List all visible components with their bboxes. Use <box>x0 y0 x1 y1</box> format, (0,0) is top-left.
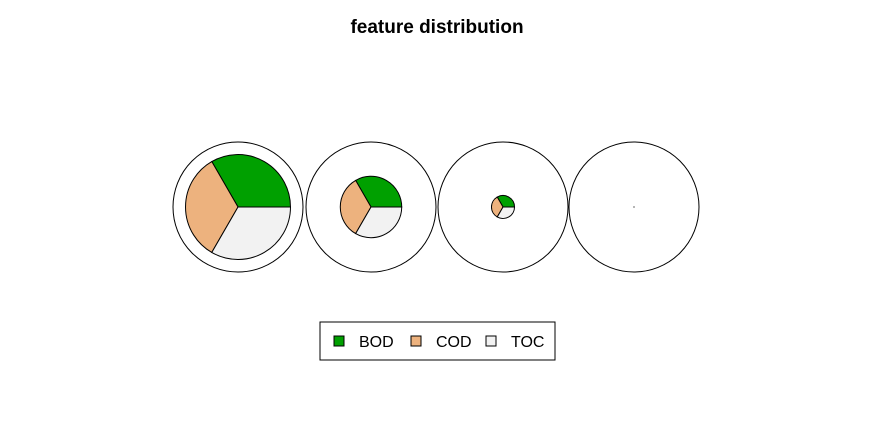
pie-2-slice-bod <box>354 175 403 208</box>
legend-swatch-cod <box>410 335 422 347</box>
pie-4-center <box>633 206 635 208</box>
legend-label-toc: TOC <box>511 334 544 351</box>
legend-label-cod: COD <box>436 334 472 351</box>
pie-2-slice-toc <box>354 206 403 239</box>
legend: BOD COD TOC <box>319 321 556 361</box>
chart-title: feature distribution <box>350 17 523 38</box>
legend-swatch-toc <box>485 335 497 347</box>
pie-3-outline <box>437 141 569 273</box>
pie-2-slice-cod <box>339 179 372 235</box>
legend-box <box>319 321 556 361</box>
pie-1-slice-cod <box>185 160 239 254</box>
legend-swatch-bod <box>333 335 345 347</box>
pies-group <box>172 141 700 273</box>
pie-3-slice-toc <box>496 206 516 219</box>
pie-1-slice-toc <box>211 206 291 260</box>
pie-4-outline <box>568 141 700 273</box>
pie-1-outline <box>172 141 304 273</box>
pie-1-slice-bod <box>211 154 291 208</box>
pie-2-outline <box>305 141 437 273</box>
legend-label-bod: BOD <box>359 334 394 351</box>
